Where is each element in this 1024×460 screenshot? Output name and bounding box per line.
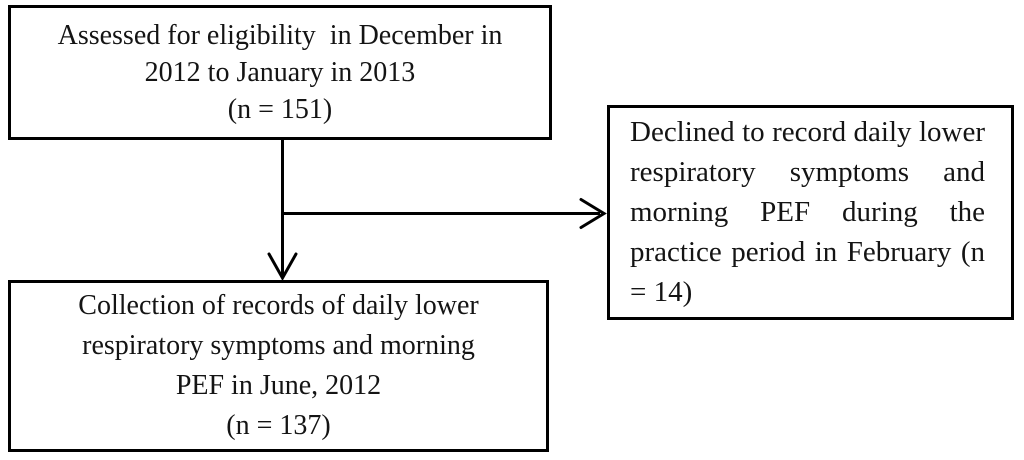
assessed-eligibility-box: Assessed for eligibility in December in … bbox=[8, 5, 552, 140]
arrow-right-head-icon bbox=[579, 198, 607, 229]
collection-of-records-text: Collection of records of daily lower res… bbox=[78, 290, 479, 441]
declined-to-record-box: Declined to record daily lower respirato… bbox=[607, 105, 1014, 320]
declined-to-record-text: Declined to record daily lower respirato… bbox=[630, 116, 985, 308]
arrow-down-head-icon bbox=[267, 252, 298, 282]
collection-of-records-box: Collection of records of daily lower res… bbox=[8, 280, 549, 452]
assessed-eligibility-text: Assessed for eligibility in December in … bbox=[57, 20, 503, 125]
